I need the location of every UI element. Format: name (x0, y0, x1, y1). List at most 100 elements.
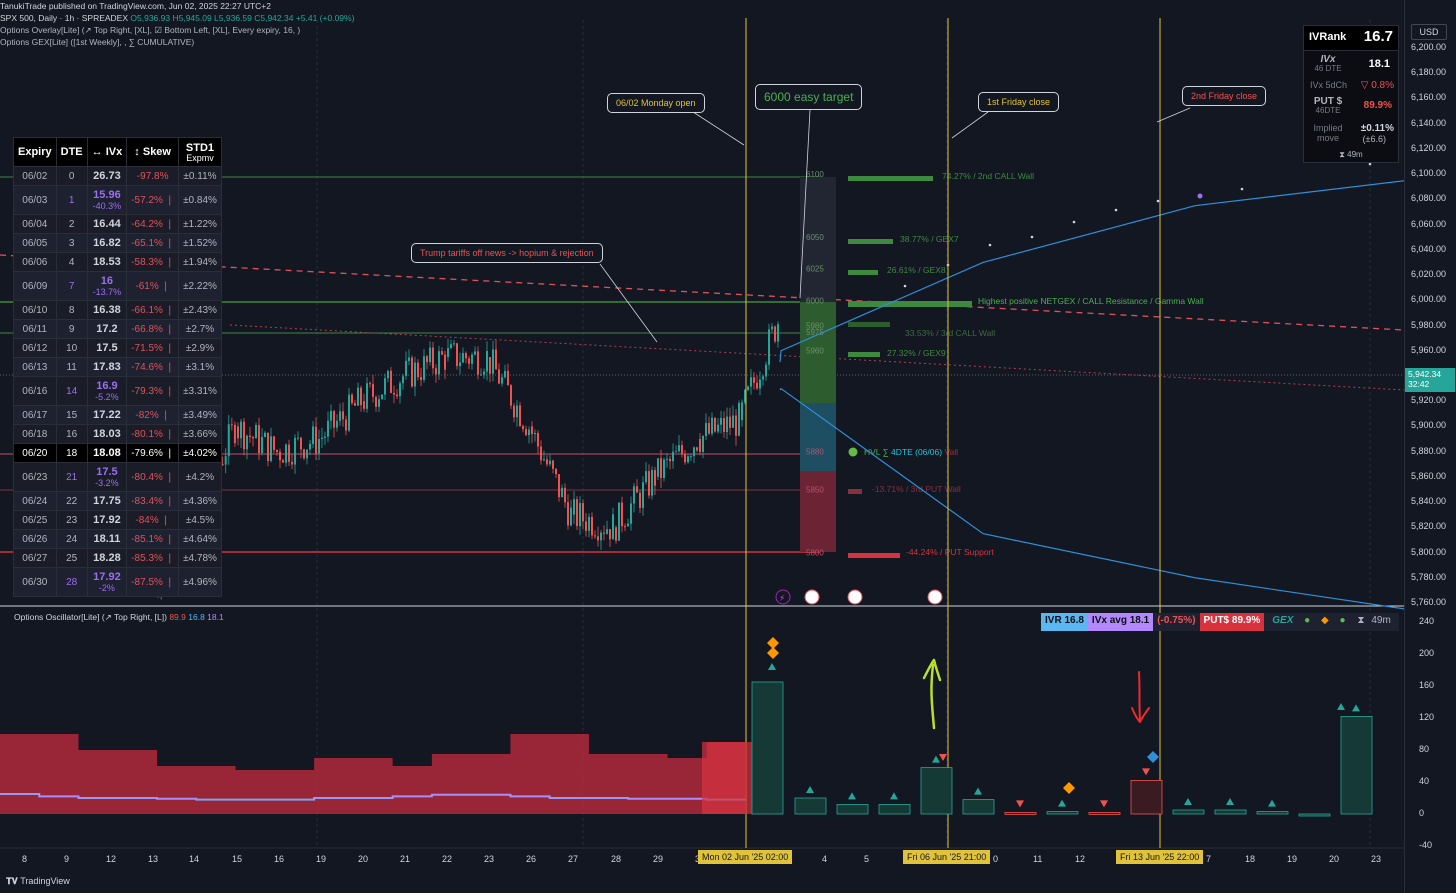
ivx-cell-ivx: 18.08 (86, 443, 128, 463)
ivx-table-row: 06/25 23 17.92 -84% ❘ ±4.5% (13, 510, 222, 530)
candle-body (444, 354, 446, 370)
callout-first-friday: 1st Friday close (978, 92, 1060, 112)
last-price-time: 32:42 (1408, 379, 1430, 389)
candle-body (630, 503, 632, 524)
ivx-cell-std: ±3.31% (178, 376, 222, 406)
implied-sub: (±6.6) (1362, 134, 1386, 144)
zone-green (800, 302, 836, 403)
gex-label-gex9: 27.32% / GEX9 (887, 348, 946, 358)
candle-body (381, 394, 383, 400)
callout-pointer-tariffs (599, 263, 658, 343)
ivx5d-value: ▽ 0.8% (1360, 80, 1394, 91)
candle-body (597, 536, 599, 541)
ivx-cell-expiry: 06/30 (13, 567, 57, 597)
symbol-line[interactable]: SPX 500, Daily · 1h · SPREADEX O5,936.93… (0, 12, 1456, 24)
currency-button[interactable]: USD (1411, 24, 1447, 40)
time-tick: 8 (22, 854, 28, 864)
ivx-value: 16 (100, 274, 114, 287)
candle-body (224, 456, 227, 465)
strike-label: 5975 (806, 328, 824, 337)
legend-timer-value: 49m (1371, 615, 1391, 626)
ivx-cell-expiry: 06/04 (13, 214, 57, 234)
candle-body (645, 471, 647, 483)
ivx-cell-dte: 4 (55, 252, 88, 272)
hvl-label: HVL ∑ 4DTE (06/06) Vall (864, 447, 958, 457)
indicator-gex-line[interactable]: Options GEX[Lite] ([1st Weekly], , ∑ CUM… (0, 37, 195, 47)
ivx-value: 18.11 (93, 532, 121, 545)
event-us-flag-icon[interactable] (847, 589, 863, 605)
hvl-prefix: HVL (864, 447, 881, 457)
hvl-dte: 4DTE (06/06) (891, 447, 942, 457)
candle-body (303, 449, 305, 459)
candle-body (528, 429, 530, 436)
candle-body (372, 384, 374, 397)
ivx-cell-expiry: 06/26 (13, 529, 57, 549)
candle-body (246, 435, 248, 450)
candle-body (432, 347, 434, 369)
hand-arrow-up (922, 658, 942, 730)
ivx-cell-expiry: 06/18 (13, 424, 57, 444)
candle-body (498, 369, 500, 384)
gex-osc-bar (1340, 716, 1373, 815)
up-triangle-icon (1058, 799, 1066, 807)
candle-body (450, 344, 452, 349)
ivx-cell-ivx: 16.38 (86, 300, 128, 320)
up-triangle-icon (806, 786, 814, 793)
candle-body (621, 502, 623, 527)
osc-title-text: Options Oscillator[Lite] (↗ Top Right, [… (14, 612, 167, 622)
candle-body (738, 403, 740, 436)
price-axis[interactable]: USD 6,200.00 6,180.00 6,160.00 6,140.00 6,12… (1404, 0, 1456, 893)
candle-body (636, 486, 638, 493)
ivx-cell-std: ±2.7% (178, 319, 222, 339)
time-highlight-friday1: Fri 06 Jun '25 21:00 (903, 850, 991, 864)
candle-body (627, 523, 629, 527)
candle-body (312, 426, 314, 444)
candle-body (756, 382, 758, 389)
ivx-value: 17.75 (93, 494, 121, 507)
candle-body (348, 394, 350, 431)
time-axis[interactable]: 8912131415161920212223262728293450111213… (0, 848, 1404, 868)
indicator-overlay-line[interactable]: Options Overlay[Lite] (↗ Top Right, [XL]… (0, 25, 301, 35)
candle-body (603, 532, 605, 534)
ivx-cell-expiry: 06/05 (13, 233, 57, 253)
event-lightning-icon[interactable] (775, 589, 791, 605)
gex-osc-bar (794, 797, 827, 815)
up-triangle-icon (1184, 798, 1192, 805)
projection-dots (903, 162, 1372, 288)
time-tick: 20 (1329, 854, 1340, 864)
ivx-value: 16.82 (93, 236, 121, 249)
candle-body (720, 418, 722, 425)
strike-label: 5800 (806, 549, 824, 558)
candle-body (411, 357, 413, 387)
ivrank-title: IVRank (1309, 31, 1347, 43)
ivx-change: -2% (98, 582, 115, 593)
callout-pointer-friday1 (951, 111, 989, 139)
gex-label-callwall3: 33.53% / 3rd CALL Wall (905, 328, 995, 338)
symbol-name[interactable]: SPX 500, Daily · 1h · SPREADEX (0, 13, 129, 23)
ivx-cell-dte: 11 (55, 357, 88, 377)
hvl-suffix: Vall (944, 447, 958, 457)
gex-bar-putsupport (848, 553, 900, 558)
up-triangle-icon (1226, 798, 1234, 805)
candle-body (711, 417, 713, 434)
down-triangle-icon (1142, 768, 1150, 776)
candle-body (513, 405, 515, 418)
ivx-cell-dte: 9 (55, 319, 88, 339)
price-tick: 6,200.00 (1411, 42, 1447, 52)
ivx-value: 18.28 (93, 551, 121, 564)
candle-body (489, 357, 491, 374)
candle-body (702, 435, 704, 452)
candle-body (420, 377, 422, 380)
candle-body (777, 324, 779, 342)
event-us-flag-icon[interactable] (804, 589, 820, 605)
event-icons[interactable]: ⚡ (775, 589, 943, 605)
candle-body (753, 377, 755, 383)
candle-body (675, 451, 677, 453)
candle-body (585, 521, 587, 531)
ivx-cell-ivx: 18.53 (86, 252, 128, 272)
event-us-flag-icon[interactable] (927, 589, 943, 605)
candle-body (543, 459, 545, 461)
ivx-cell-std: ±4.64% (178, 529, 222, 549)
candle-body (369, 383, 371, 385)
